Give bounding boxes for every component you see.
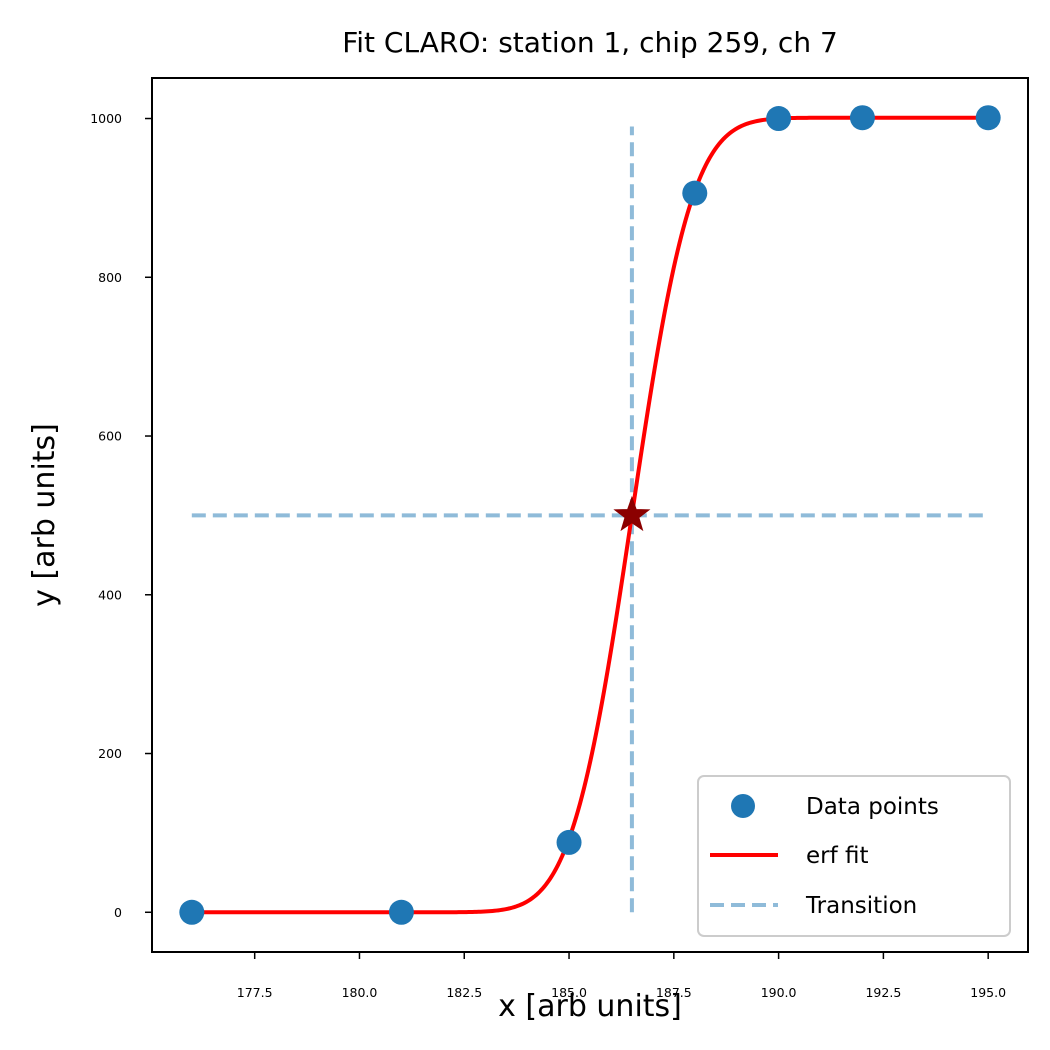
x-tick-label: 187.5 xyxy=(656,985,692,1000)
y-tick-label: 800 xyxy=(98,270,122,285)
y-tick-label: 400 xyxy=(98,587,122,602)
data-point xyxy=(682,180,708,206)
legend: Data points erf fit Transition xyxy=(697,775,1011,937)
y-tick-label: 0 xyxy=(114,905,122,920)
x-tick-label: 182.5 xyxy=(446,985,482,1000)
y-tick-label: 1000 xyxy=(90,111,122,126)
data-point xyxy=(388,899,414,925)
transition-star-marker xyxy=(613,495,651,532)
x-tick-label: 177.5 xyxy=(237,985,273,1000)
y-tick-label: 600 xyxy=(98,429,122,444)
legend-marker-data-points xyxy=(731,794,755,818)
x-tick-label: 180.0 xyxy=(342,985,378,1000)
x-axis-label: x [arb units] xyxy=(498,989,682,1024)
x-tick-label: 185.0 xyxy=(551,985,587,1000)
legend-label-erf-fit: erf fit xyxy=(806,843,869,869)
legend-label-data-points: Data points xyxy=(806,794,939,820)
plot-area xyxy=(179,105,1001,925)
chart-title: Fit CLARO: station 1, chip 259, ch 7 xyxy=(342,26,838,59)
data-point xyxy=(556,829,582,855)
x-tick-label: 190.0 xyxy=(761,985,797,1000)
data-point xyxy=(179,899,205,925)
legend-label-transition: Transition xyxy=(805,893,917,919)
axis-ticks: 177.5 180.0 182.5 185.0 187.5 190.0 192.5 195.0… xyxy=(90,111,1006,1000)
axes-frame xyxy=(151,77,1029,953)
data-point xyxy=(766,106,792,132)
y-axis-label: y [arb units] xyxy=(27,423,62,607)
legend-box xyxy=(697,775,1011,937)
data-point xyxy=(849,105,875,131)
x-tick-label: 195.0 xyxy=(970,985,1006,1000)
data-point xyxy=(975,105,1001,131)
y-tick-label: 200 xyxy=(98,746,122,761)
x-tick-label: 192.5 xyxy=(865,985,901,1000)
